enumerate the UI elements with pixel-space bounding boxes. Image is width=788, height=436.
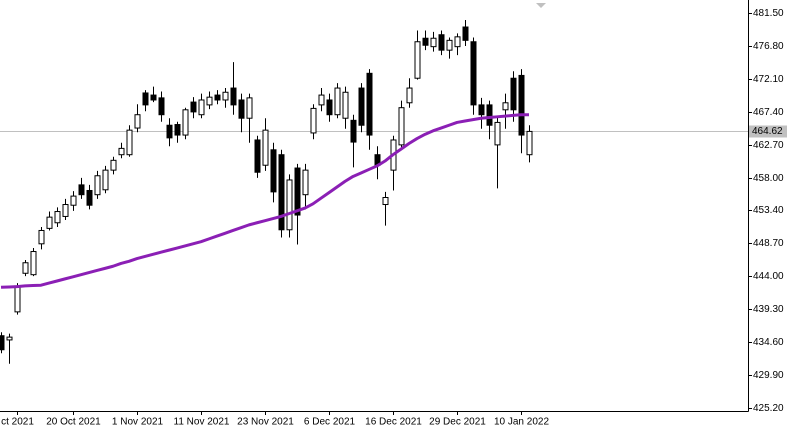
candle-body (382, 197, 389, 206)
candle-body (54, 211, 61, 224)
candle-body (270, 149, 277, 193)
candle-body (174, 124, 181, 136)
candle-body (262, 129, 269, 166)
candle-body (414, 41, 421, 79)
x-tick-label: 16 Dec 2021 (365, 417, 422, 428)
candle-body (94, 175, 101, 196)
candle-body (214, 94, 221, 101)
candle-body (166, 124, 173, 139)
candle-body (526, 130, 533, 156)
y-tick-label: 462.70 (753, 140, 784, 151)
x-tick-label: 1 Nov 2021 (112, 417, 164, 428)
candle-body (430, 37, 437, 48)
candle-body (150, 94, 157, 101)
y-tick-label: 444.00 (753, 271, 784, 282)
candle-body (454, 36, 461, 48)
price-label-box (749, 125, 787, 138)
candle-body (286, 179, 293, 231)
candle-body (118, 147, 125, 156)
y-tick-label: 439.30 (753, 304, 784, 315)
candle-body (238, 99, 245, 119)
moving-average-line (0, 113, 529, 289)
candle-body (478, 104, 485, 116)
candle-body (366, 72, 373, 136)
candle-body (246, 97, 253, 119)
candle-body (206, 96, 213, 106)
candle-body (78, 184, 85, 196)
candle-body (494, 121, 501, 146)
candle-body (502, 102, 509, 111)
y-tick-label: 472.10 (753, 74, 784, 85)
candle-body (190, 101, 197, 113)
y-tick-label: 434.60 (753, 337, 784, 348)
candle-body (278, 154, 285, 231)
x-tick-label: ct 2021 (1, 417, 34, 428)
y-tick-label: 467.40 (753, 107, 784, 118)
y-tick-label: 481.50 (753, 8, 784, 19)
candle-body (222, 91, 229, 101)
y-tick-label: 458.00 (753, 173, 784, 184)
candle-body (438, 34, 445, 51)
candle-body (6, 336, 13, 341)
candle-body (302, 169, 309, 196)
candle-body (398, 107, 405, 146)
x-tick-label: 6 Dec 2021 (304, 417, 356, 428)
candle-body (142, 92, 149, 106)
candle-body (134, 114, 141, 129)
candle-body (350, 119, 357, 143)
candle-body (230, 87, 237, 106)
x-tick-label: 10 Jan 2022 (494, 417, 549, 428)
candle-body (46, 216, 53, 229)
x-tick-label: 23 Nov 2021 (237, 417, 294, 428)
y-tick-label: 453.40 (753, 205, 784, 216)
shift-marker (536, 3, 546, 8)
candle-body (406, 87, 413, 104)
x-tick-label: 20 Oct 2021 (46, 417, 101, 428)
y-tick-label: 425.20 (753, 403, 784, 414)
candle-body (318, 94, 325, 106)
candle-body (62, 204, 69, 217)
candle-body (158, 97, 165, 116)
candle-body (182, 109, 189, 136)
candle-body (0, 335, 5, 351)
candle-body (294, 167, 301, 216)
candle-body (310, 107, 317, 134)
candle-body (126, 129, 133, 156)
candle-body (102, 169, 109, 191)
candle-body (342, 91, 349, 119)
candle-body (14, 285, 21, 313)
candle-body (334, 87, 341, 116)
price-label: 464.62 (752, 126, 783, 137)
candle-body (326, 99, 333, 116)
y-tick-label: 448.70 (753, 238, 784, 249)
candle-body (198, 99, 205, 116)
candle-body (510, 77, 517, 111)
candle-body (422, 37, 429, 46)
candle-body (38, 229, 45, 245)
candle-body (30, 251, 37, 276)
candle-body (22, 262, 29, 274)
candle-body (110, 159, 117, 171)
candle-body (462, 26, 469, 41)
candle-body (446, 39, 453, 51)
candle-body (518, 74, 525, 136)
candle-body (486, 104, 493, 126)
candle-body (70, 195, 77, 206)
y-tick-label: 476.80 (753, 41, 784, 52)
candle-body (470, 41, 477, 106)
x-tick-label: 29 Dec 2021 (429, 417, 486, 428)
candle-body (358, 87, 365, 126)
candle-body (254, 139, 261, 173)
x-tick-label: 11 Nov 2021 (174, 417, 230, 428)
candle-body (86, 189, 93, 206)
y-tick-label: 429.90 (753, 370, 784, 381)
